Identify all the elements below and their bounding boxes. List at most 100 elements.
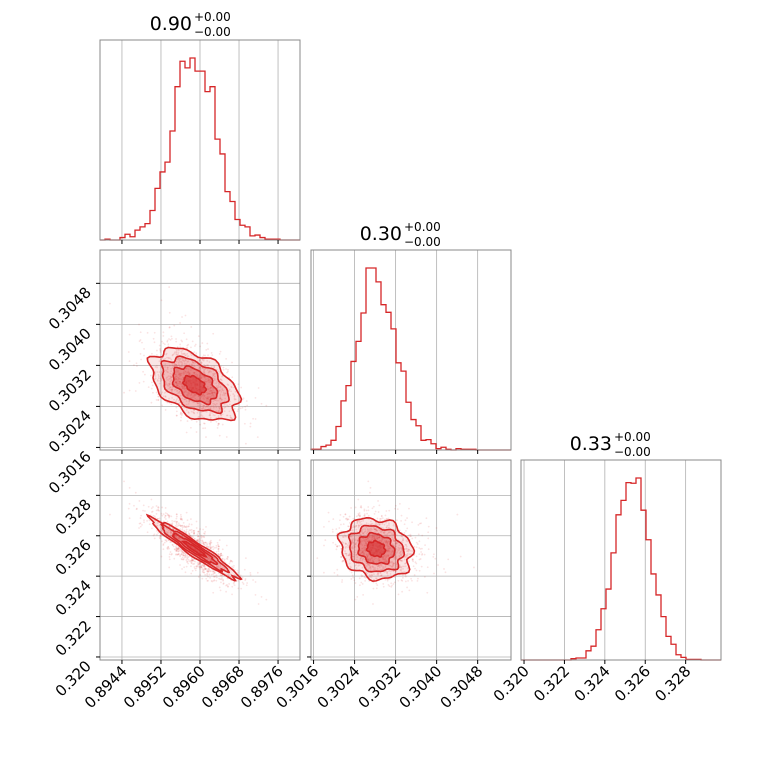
sample-point	[213, 391, 216, 394]
sample-point	[158, 536, 161, 539]
sample-point	[244, 578, 247, 580]
sample-point	[346, 519, 349, 521]
sample-point	[387, 555, 390, 558]
sample-point	[249, 425, 252, 428]
sample-point	[372, 536, 374, 539]
sample-point	[421, 553, 423, 556]
sample-point	[171, 388, 174, 391]
sample-point	[181, 357, 184, 360]
sample-point	[207, 377, 210, 380]
sample-point	[230, 416, 232, 419]
sample-point	[385, 518, 388, 521]
sample-point	[211, 354, 214, 357]
sample-point	[151, 527, 153, 530]
sample-point	[166, 366, 169, 369]
sample-point	[456, 513, 459, 516]
sample-point	[190, 561, 193, 564]
title-value: 0.90	[150, 13, 192, 35]
sample-point	[175, 375, 178, 378]
sample-point	[179, 419, 182, 422]
sample-point	[187, 371, 189, 373]
sample-point	[180, 550, 183, 553]
sample-point	[221, 567, 224, 569]
sample-point	[186, 557, 189, 560]
sample-point	[327, 511, 330, 514]
sample-point	[366, 540, 369, 543]
sample-point	[220, 581, 222, 584]
sample-point	[426, 566, 429, 569]
sample-point	[408, 534, 410, 537]
sample-point	[387, 548, 390, 551]
sample-point	[241, 406, 244, 409]
sample-point	[350, 507, 352, 509]
sample-point	[219, 564, 222, 567]
sample-point	[180, 385, 183, 388]
sample-point	[201, 367, 204, 369]
sample-point	[204, 573, 207, 576]
sample-point	[186, 352, 189, 355]
sample-point	[366, 556, 369, 558]
sample-point	[200, 566, 203, 569]
sample-point	[176, 389, 179, 392]
sample-point	[332, 518, 335, 520]
sample-point	[391, 550, 394, 552]
sample-point	[241, 581, 244, 584]
sample-point	[368, 557, 371, 560]
sample-point	[347, 525, 349, 528]
density-contour	[180, 540, 208, 558]
sample-point	[367, 563, 370, 566]
sample-point	[224, 397, 227, 400]
sample-point	[410, 535, 412, 538]
sample-point	[176, 384, 179, 387]
sample-point	[184, 555, 187, 557]
sample-point	[175, 549, 178, 552]
sample-point	[401, 539, 404, 542]
sample-point	[168, 515, 171, 518]
sample-point	[143, 521, 145, 524]
sample-point	[380, 517, 382, 520]
sample-point	[384, 578, 387, 581]
sample-point	[354, 538, 357, 541]
sample-point	[192, 529, 195, 532]
sample-point	[212, 395, 215, 398]
sample-point	[181, 387, 184, 390]
sample-point	[213, 403, 216, 406]
sample-point	[203, 565, 205, 567]
sample-point	[171, 543, 174, 546]
sample-point	[249, 571, 252, 574]
sample-point	[207, 557, 210, 560]
sample-point	[162, 395, 165, 398]
sample-point	[244, 442, 247, 445]
sample-point	[178, 391, 180, 394]
sample-point	[176, 364, 179, 367]
sample-point	[202, 359, 205, 362]
sample-point	[166, 520, 169, 523]
sample-point	[418, 540, 421, 543]
sample-point	[200, 566, 203, 569]
sample-point	[355, 554, 357, 556]
sample-point	[201, 395, 204, 398]
sample-point	[376, 537, 379, 540]
sample-point	[199, 362, 202, 365]
sample-point	[390, 585, 393, 588]
sample-point	[181, 385, 184, 388]
sample-point	[335, 528, 338, 530]
sample-point	[220, 399, 223, 401]
sample-point	[418, 569, 421, 572]
sample-point	[204, 368, 206, 370]
sample-point	[339, 513, 342, 516]
sample-point	[153, 537, 156, 540]
sample-point	[348, 554, 351, 557]
sample-point	[175, 388, 177, 390]
sample-point	[242, 397, 245, 400]
sample-point	[175, 414, 178, 417]
sample-point	[173, 557, 176, 560]
sample-point	[133, 504, 135, 507]
sample-point	[185, 400, 188, 403]
sample-point	[202, 404, 205, 407]
sample-point	[191, 397, 194, 399]
sample-point	[219, 578, 222, 581]
sample-point	[385, 521, 387, 524]
sample-point	[420, 565, 423, 568]
sample-point	[394, 565, 397, 567]
